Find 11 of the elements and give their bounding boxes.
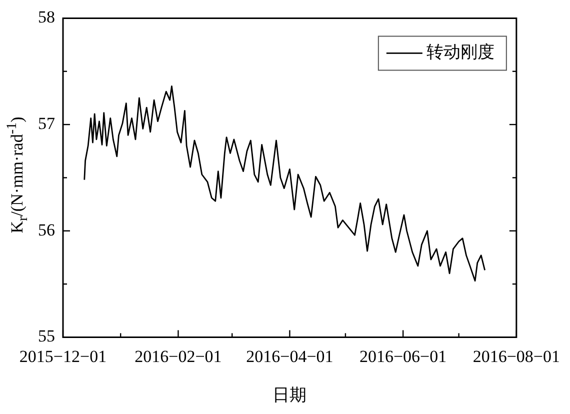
x-axis-title: 日期 <box>272 385 307 404</box>
x-tick-label: 2016−08−01 <box>472 346 560 366</box>
y-tick-label: 57 <box>38 114 56 133</box>
y-tick-label: 55 <box>38 326 55 346</box>
x-tick-label: 2016−06−01 <box>359 346 447 366</box>
legend-label: 转动刚度 <box>426 42 494 62</box>
x-tick-label: 2016−04−01 <box>246 346 334 366</box>
y-tick-label: 56 <box>38 220 55 240</box>
y-tick-label: 58 <box>38 8 55 27</box>
x-tick-label: 2016−02−01 <box>134 346 222 366</box>
x-tick-label: 2015−12−01 <box>19 346 107 366</box>
